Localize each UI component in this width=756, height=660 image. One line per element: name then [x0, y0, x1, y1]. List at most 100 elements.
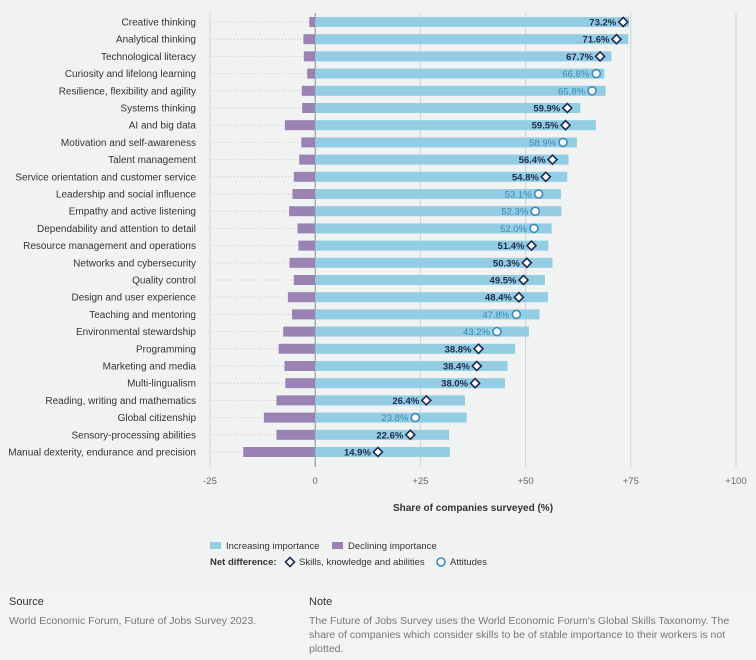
legend-increasing-label: Increasing importance	[226, 541, 319, 552]
net-skill-marker	[471, 360, 483, 372]
declining-bar	[284, 361, 316, 371]
declining-bar	[292, 189, 316, 199]
net-skill-marker	[472, 343, 485, 355]
x-tick-label: -25	[203, 476, 217, 487]
note-block: Note The Future of Jobs Survey uses the …	[309, 596, 739, 656]
net-skill-marker	[617, 16, 629, 28]
declining-bar	[285, 378, 316, 389]
chart-panel: Creative thinking 73.2% Analytical thinkin…	[8, 13, 747, 568]
category-label: Systems thinking	[120, 104, 196, 115]
net-value-label: 14.9%	[344, 448, 371, 459]
declining-bar	[301, 85, 316, 96]
category-label: Talent management	[108, 155, 196, 166]
category-label: Technological literacy	[101, 52, 196, 63]
declining-bar	[301, 137, 316, 148]
declining-bar	[302, 103, 316, 113]
declining-bar	[276, 395, 316, 406]
net-value-label: 59.5%	[532, 121, 559, 132]
net-value-label: 66.8%	[562, 69, 589, 80]
net-skill-marker	[513, 291, 525, 303]
category-label: Multi-lingualism	[127, 379, 196, 390]
net-skill-marker	[372, 446, 384, 458]
net-value-label: 65.8%	[558, 86, 585, 97]
category-label: Resilience, flexibility and agility	[59, 86, 196, 97]
category-label: Reading, writing and mathematics	[45, 396, 196, 407]
declining-bar	[243, 447, 316, 457]
net-value-label: 47.8%	[482, 310, 509, 321]
declining-bar	[293, 275, 316, 285]
net-skill-marker	[610, 33, 623, 45]
increasing-bar	[315, 206, 562, 217]
net-attitude-marker	[410, 412, 421, 423]
category-label: Leadership and social influence	[56, 190, 197, 201]
net-attitude-marker	[533, 189, 544, 199]
net-value-label: 38.4%	[443, 362, 470, 373]
x-tick-label: +75	[623, 476, 639, 487]
declining-bar	[283, 326, 316, 337]
category-label: Manual dexterity, endurance and precisio…	[8, 448, 196, 459]
increasing-bar	[315, 120, 596, 131]
category-label: Teaching and mentoring	[89, 310, 196, 321]
increasing-bar	[315, 189, 561, 199]
net-skill-marker	[525, 239, 538, 252]
net-value-label: 59.9%	[533, 104, 560, 115]
category-label: Curiosity and lifelong learning	[65, 69, 196, 80]
net-value-label: 43.2%	[463, 327, 490, 338]
category-label: Motivation and self-awareness	[61, 138, 196, 149]
increasing-bar	[315, 154, 569, 165]
net-value-label: 26.4%	[392, 396, 419, 407]
net-skill-marker	[517, 274, 530, 286]
net-attitude-marker	[511, 309, 522, 320]
increasing-bar	[315, 361, 508, 371]
increasing-bar	[315, 171, 568, 182]
net-skill-marker	[521, 257, 533, 269]
increasing-bar	[315, 85, 606, 96]
increasing-bar	[315, 17, 630, 27]
increasing-bar	[315, 223, 552, 234]
category-label: Dependability and attention to detail	[37, 224, 196, 235]
legend-skill-label: Skills, knowledge and abilities	[299, 557, 425, 568]
x-axis-title: Share of companies surveyed (%)	[393, 503, 553, 514]
declining-bar	[278, 343, 316, 354]
net-skill-marker	[559, 119, 572, 131]
net-skill-marker	[469, 377, 481, 389]
net-attitude-marker	[558, 137, 568, 148]
note-heading: Note	[309, 596, 333, 608]
net-value-label: 51.4%	[498, 241, 525, 252]
category-label: Environmental stewardship	[76, 327, 196, 338]
legend-attitude-label: Attitudes	[450, 557, 487, 568]
net-attitude-marker	[492, 326, 502, 337]
x-tick-label: +100	[725, 476, 746, 487]
legend-declining-swatch	[332, 542, 343, 549]
increasing-bar	[315, 257, 553, 268]
declining-bar	[303, 34, 316, 45]
net-skill-marker	[561, 102, 573, 114]
increasing-bar	[315, 68, 605, 79]
net-value-label: 38.8%	[445, 344, 472, 355]
x-tick-label: +50	[518, 476, 534, 487]
declining-bar	[298, 240, 316, 251]
declining-bar	[303, 51, 316, 62]
category-label: Resource management and operations	[23, 241, 196, 252]
declining-bar	[284, 120, 316, 131]
x-tick-label: +25	[412, 476, 428, 487]
increasing-bar	[315, 378, 505, 389]
net-skill-marker	[420, 394, 432, 407]
category-label: Networks and cybersecurity	[73, 258, 196, 269]
net-value-label: 22.6%	[376, 430, 403, 441]
declining-bar	[289, 206, 316, 217]
legend-net-title: Net difference:	[210, 557, 277, 568]
category-label: Quality control	[132, 276, 196, 287]
increasing-bar	[315, 429, 450, 440]
increasing-bar	[315, 309, 540, 320]
net-value-label: 54.8%	[512, 172, 539, 183]
source-text: World Economic Forum, Future of Jobs Sur…	[9, 615, 257, 627]
declining-bar	[289, 257, 316, 268]
category-label: Empathy and active listening	[69, 207, 196, 218]
net-skill-marker	[594, 50, 606, 63]
net-value-label: 48.4%	[485, 293, 512, 304]
legend-declining-label: Declining importance	[348, 541, 437, 552]
skills-chart: Creative thinking 73.2% Analytical thinkin…	[8, 13, 747, 568]
category-label: Design and user experience	[71, 293, 196, 304]
net-value-label: 49.5%	[490, 276, 517, 287]
